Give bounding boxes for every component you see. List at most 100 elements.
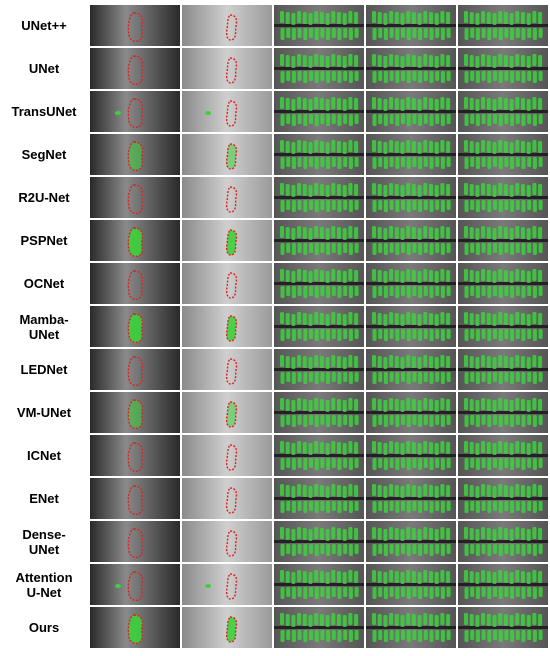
result-panel	[90, 478, 180, 519]
result-panel	[458, 564, 548, 605]
result-panel	[458, 607, 548, 648]
result-panel	[366, 564, 456, 605]
result-panel	[182, 263, 272, 304]
result-panel	[274, 521, 364, 562]
comparison-row: UNet	[0, 48, 550, 89]
comparison-row: VM-UNet	[0, 392, 550, 433]
result-panel	[182, 349, 272, 390]
method-label: UNet++	[21, 18, 67, 33]
result-panel	[458, 392, 548, 433]
result-panel	[458, 435, 548, 476]
result-panel	[366, 5, 456, 46]
result-panel	[182, 134, 272, 175]
result-panel	[458, 177, 548, 218]
comparison-row: LEDNet	[0, 349, 550, 390]
comparison-row: Ours	[0, 607, 550, 648]
result-panel	[274, 220, 364, 261]
result-panel	[458, 220, 548, 261]
result-panel	[90, 521, 180, 562]
method-label: VM-UNet	[16, 405, 72, 420]
method-label: UNet	[28, 61, 60, 76]
result-panel	[366, 435, 456, 476]
result-panel	[274, 263, 364, 304]
result-panel	[182, 478, 272, 519]
result-panel	[274, 478, 364, 519]
result-panel	[90, 306, 180, 347]
result-panel	[458, 349, 548, 390]
result-panel	[274, 91, 364, 132]
result-panel	[182, 521, 272, 562]
method-label: ENet	[29, 491, 59, 506]
result-panel	[90, 91, 180, 132]
result-panel	[182, 5, 272, 46]
method-label: Attention U-Net	[15, 569, 73, 600]
result-panel	[458, 5, 548, 46]
result-panel	[182, 306, 272, 347]
method-label: Dense- UNet	[22, 526, 66, 557]
result-panel	[182, 177, 272, 218]
result-panel	[458, 263, 548, 304]
result-panel	[366, 478, 456, 519]
comparison-row: OCNet	[0, 263, 550, 304]
method-label: LEDNet	[20, 362, 68, 377]
result-panel	[274, 134, 364, 175]
result-panel	[90, 435, 180, 476]
result-panel	[182, 220, 272, 261]
result-panel	[90, 48, 180, 89]
result-panel	[458, 478, 548, 519]
result-panel	[366, 392, 456, 433]
result-panel	[90, 564, 180, 605]
comparison-row: ICNet	[0, 435, 550, 476]
result-panel	[366, 349, 456, 390]
result-panel	[274, 306, 364, 347]
result-panel	[90, 392, 180, 433]
result-panel	[90, 607, 180, 648]
comparison-row: Dense- UNet	[0, 521, 550, 562]
method-label: Ours	[28, 620, 60, 635]
result-panel	[90, 5, 180, 46]
method-label: PSPNet	[20, 233, 68, 248]
result-panel	[274, 392, 364, 433]
result-panel	[274, 48, 364, 89]
result-panel	[182, 435, 272, 476]
result-panel	[458, 306, 548, 347]
result-panel	[366, 220, 456, 261]
result-panel	[274, 564, 364, 605]
result-panel	[90, 349, 180, 390]
result-panel	[366, 91, 456, 132]
result-panel	[182, 607, 272, 648]
method-label: TransUNet	[11, 104, 77, 119]
result-panel	[366, 134, 456, 175]
result-panel	[366, 177, 456, 218]
comparison-row: UNet++	[0, 5, 550, 46]
result-panel	[458, 48, 548, 89]
result-panel	[90, 220, 180, 261]
method-label: ICNet	[27, 448, 61, 463]
comparison-row: SegNet	[0, 134, 550, 175]
result-panel	[274, 5, 364, 46]
result-panel	[458, 134, 548, 175]
result-panel	[182, 48, 272, 89]
result-panel	[366, 607, 456, 648]
result-panel	[182, 564, 272, 605]
result-panel	[90, 134, 180, 175]
result-panel	[458, 521, 548, 562]
result-panel	[458, 91, 548, 132]
method-label: SegNet	[21, 147, 67, 162]
result-panel	[182, 392, 272, 433]
method-label: Mamba- UNet	[19, 311, 69, 342]
result-panel	[182, 91, 272, 132]
comparison-row: Attention U-Net	[0, 564, 550, 605]
result-panel	[366, 48, 456, 89]
result-panel	[274, 349, 364, 390]
method-label: OCNet	[23, 276, 65, 291]
comparison-row: ENet	[0, 478, 550, 519]
result-panel	[274, 435, 364, 476]
comparison-row: TransUNet	[0, 91, 550, 132]
method-label: R2U-Net	[18, 190, 70, 205]
result-panel	[366, 263, 456, 304]
comparison-row: PSPNet	[0, 220, 550, 261]
result-panel	[90, 177, 180, 218]
comparison-row: Mamba- UNet	[0, 306, 550, 347]
